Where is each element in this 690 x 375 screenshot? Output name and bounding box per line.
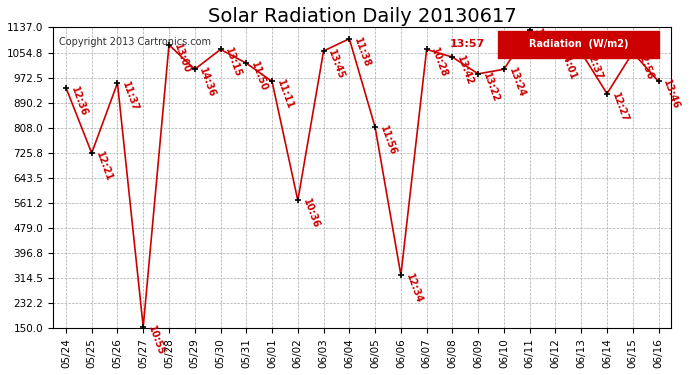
Text: 14:36: 14:36 [197,66,217,99]
Text: 13:22: 13:22 [481,71,501,104]
Text: 11:38: 11:38 [352,36,372,69]
Text: 13:15: 13:15 [224,46,244,79]
Text: 12:34: 12:34 [404,272,424,305]
Text: 11:37: 11:37 [120,80,140,113]
Text: 10:36: 10:36 [301,198,321,230]
Text: 13:57: 13:57 [533,27,553,59]
Text: 13:46: 13:46 [661,79,681,111]
Text: 11:56: 11:56 [378,124,398,157]
Text: 14:01: 14:01 [558,50,578,82]
Text: Radiation  (W/m2): Radiation (W/m2) [529,39,629,49]
Text: 13:42: 13:42 [455,54,475,87]
Text: 11:50: 11:50 [249,60,269,93]
Text: 12:21: 12:21 [95,150,115,183]
Text: 10:28: 10:28 [429,46,449,80]
Text: 13:45: 13:45 [326,48,346,81]
Text: 11:11: 11:11 [275,79,295,111]
FancyBboxPatch shape [498,30,659,58]
Title: Solar Radiation Daily 20130617: Solar Radiation Daily 20130617 [208,7,517,26]
Text: 12:36: 12:36 [69,85,89,117]
Text: 12:37: 12:37 [584,50,604,82]
Text: Copyright 2013 Cartronics.com: Copyright 2013 Cartronics.com [59,36,211,46]
Text: 13:24: 13:24 [506,66,526,99]
Text: 12:56: 12:56 [635,50,656,82]
Text: 12:27: 12:27 [610,91,630,123]
Text: 10:55: 10:55 [146,324,166,357]
Text: 13:00: 13:00 [172,42,192,75]
Text: 13:57: 13:57 [449,39,484,49]
